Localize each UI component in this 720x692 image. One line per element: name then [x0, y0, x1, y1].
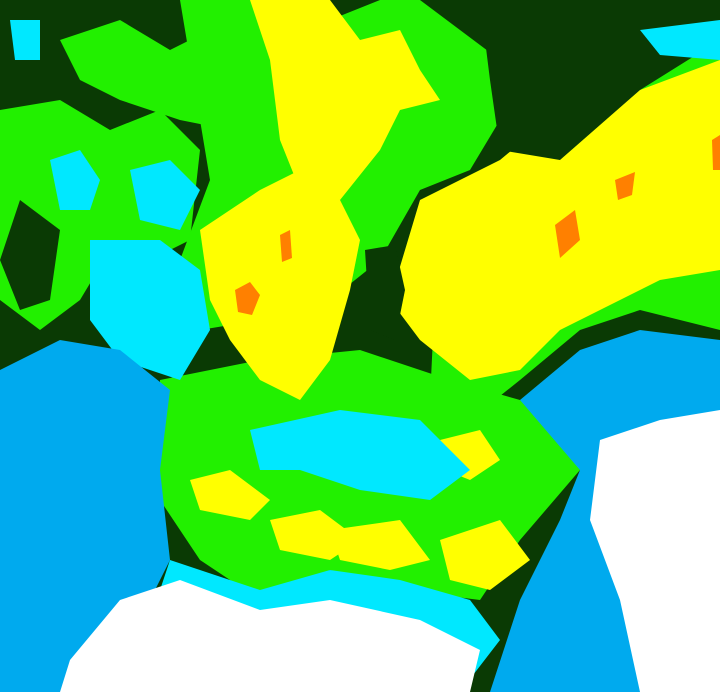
orange-patch-2 [555, 210, 580, 258]
orange-patch-4 [280, 230, 292, 262]
yellow-streak-4 [440, 520, 530, 590]
yellow-region-center [200, 170, 360, 400]
cyan-blob-1 [50, 150, 100, 210]
orange-patch-1 [235, 282, 260, 315]
dark-green-patch-left [0, 200, 60, 310]
orange-patch-3 [615, 172, 635, 200]
white-region-bottom [60, 580, 480, 692]
dark-green-patch-1 [365, 245, 405, 340]
yellow-region-right [390, 60, 720, 380]
yellow-streak-3 [330, 520, 430, 570]
cyan-region-center [250, 410, 470, 500]
orange-patch-5 [712, 135, 720, 170]
cyan-blob-top-right [640, 20, 720, 60]
cyan-blob-top [10, 20, 40, 60]
yellow-streak-1 [190, 470, 270, 520]
white-region-right [590, 410, 720, 692]
yellow-region-top [250, 0, 440, 200]
cyan-blob-2 [130, 160, 200, 230]
cyan-region-left [90, 240, 210, 380]
